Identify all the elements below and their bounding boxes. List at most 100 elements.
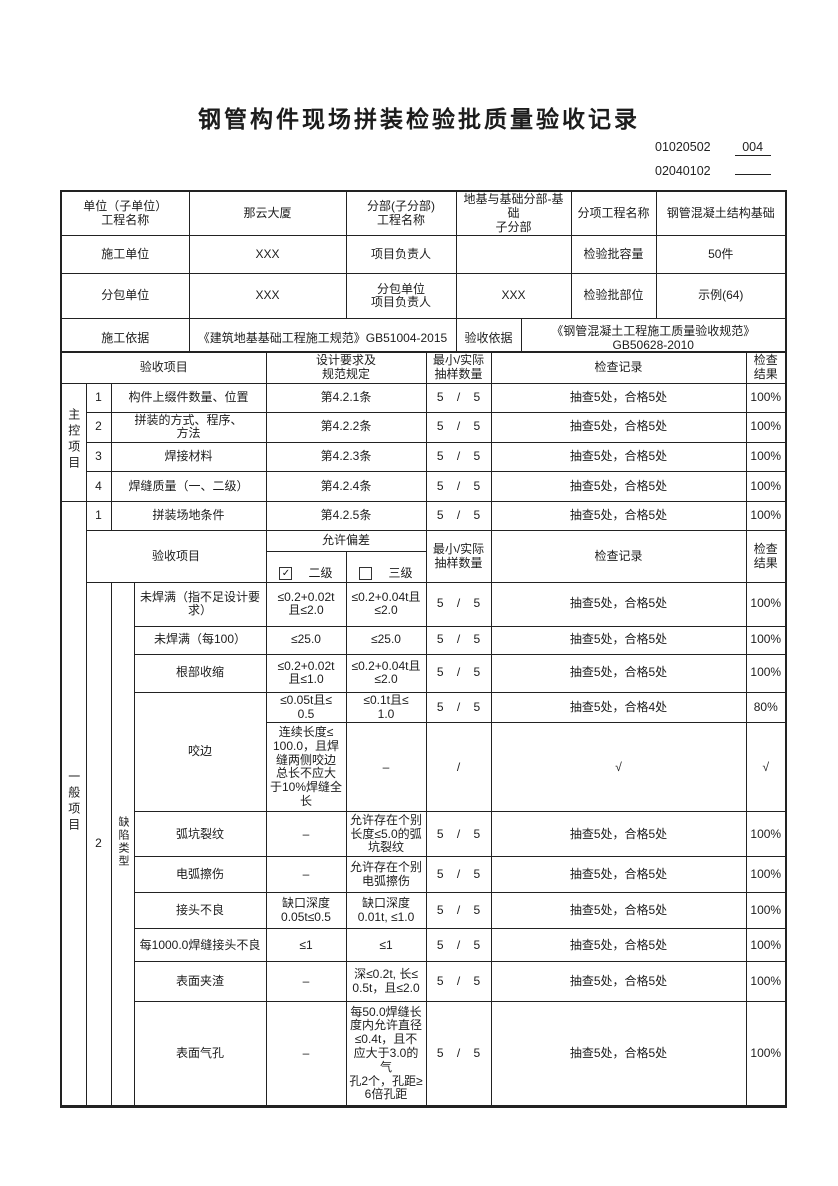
master-section-cell: 主控项目 [60, 382, 87, 503]
batch-location-value: 示例(64) [655, 273, 787, 320]
construction-unit-label: 施工单位 [60, 235, 190, 275]
header-check-result: 检查 结果 [745, 351, 787, 384]
check-result: 100% [745, 1001, 787, 1108]
defect-row: 2 缺陷类型 未焊满（指不足设计要 求） ≤0.2+0.02t 且≤2.0 ≤0… [61, 581, 787, 1108]
check-result: 100% [745, 581, 787, 627]
check-record: 抽查5处，合格5处 [490, 625, 747, 655]
project-info-table: 单位（子单位） 工程名称 那云大厦 分部(子分部) 工程名称 地基与基础分部-基… [60, 190, 787, 360]
deviation-grade3: 允许存在个别 电弧擦伤 [345, 856, 427, 894]
deviation-grade3: 深≤0.2t, 长≤ 0.5t，且≤2.0 [345, 961, 427, 1003]
acceptance-table: 验收项目 设计要求及 规范规定 最小/实际 抽样数量 检查记录 检查 结果 主控… [60, 351, 787, 1109]
check-result: √ [745, 722, 787, 813]
req-clause: 第4.2.4条 [265, 471, 427, 503]
sample-quantity: 5 / 5 [425, 625, 492, 655]
check-result: 100% [745, 471, 787, 503]
item-name: 电弧擦伤 [133, 856, 267, 894]
checkbox-unchecked-icon[interactable] [359, 567, 373, 581]
sample-quantity: 5 / 5 [425, 471, 492, 503]
subheader-acceptance-item: 验收项目 [85, 530, 267, 583]
check-record: 抽查5处，合格5处 [490, 501, 747, 532]
general-section-label: 一般项目 [66, 769, 81, 834]
defect-row: 接头不良 缺口深度 0.05t≤0.5 缺口深度 0.01t, ≤1.0 5 /… [61, 892, 787, 930]
deviation-grade2: ≤1 [265, 928, 347, 963]
subcontract-unit-value: XXX [188, 273, 347, 320]
deviation-grade3: ≤0.1t且≤ 1.0 [345, 691, 427, 724]
subheader-check-result: 检查 结果 [745, 530, 787, 583]
check-result: 100% [745, 856, 787, 894]
sample-quantity: 5 / 5 [425, 811, 492, 858]
deviation-grade2: ≤25.0 [265, 625, 347, 655]
unit-project-name-label: 单位（子单位） 工程名称 [60, 190, 190, 237]
row-number: 4 [85, 471, 112, 503]
item-name: 拼装的方式、程序、 方法 [110, 411, 267, 444]
defect-row: 咬边 ≤0.05t且≤ 0.5 ≤0.1t且≤ 1.0 5 / 5 抽查5处，合… [61, 691, 787, 813]
check-result: 100% [745, 382, 787, 413]
deviation-grade2: ≤0.2+0.02t 且≤1.0 [265, 653, 347, 693]
header-sample-quantity: 最小/实际 抽样数量 [425, 351, 492, 384]
subcontract-leader-label: 分包单位 项目负责人 [345, 273, 457, 320]
subitem-project-label: 分项工程名称 [570, 190, 657, 237]
code-line-1: 01020502 004 [655, 140, 771, 156]
sample-quantity: 5 / 5 [425, 411, 492, 444]
sample-quantity: 5 / 5 [425, 691, 492, 724]
check-result: 100% [745, 811, 787, 858]
check-record: 抽查5处，合格5处 [490, 1001, 747, 1108]
deviation-grade3: 缺口深度 0.01t, ≤1.0 [345, 892, 427, 930]
info-row-unit: 单位（子单位） 工程名称 那云大厦 分部(子分部) 工程名称 地基与基础分部-基… [60, 190, 787, 237]
general-section-cell: 一般项目 [60, 501, 87, 1108]
defect-row: 根部收缩 ≤0.2+0.02t 且≤1.0 ≤0.2+0.04t且 ≤2.0 5… [61, 653, 787, 693]
check-result: 100% [745, 928, 787, 963]
unit-project-name-value: 那云大厦 [188, 190, 347, 237]
defect-row: 未焊满（每100） ≤25.0 ≤25.0 5 / 5 抽查5处，合格5处 10… [61, 625, 787, 655]
deviation-grade3: ≤1 [345, 928, 427, 963]
check-record: 抽查5处，合格5处 [490, 442, 747, 473]
item-name: 咬边 [133, 691, 267, 813]
grade-selector-row: ✓ 二级 三级 [61, 551, 786, 583]
subheader-allowed-deviation: 允许偏差 [265, 530, 427, 553]
check-result: 100% [745, 442, 787, 473]
grade-3-label: 三级 [388, 565, 413, 580]
item-name: 未焊满（每100） [133, 625, 267, 655]
req-clause: 第4.2.1条 [265, 382, 427, 413]
deviation-grade2: 缺口深度 0.05t≤0.5 [265, 892, 347, 930]
defect-row: 表面气孔 – 每50.0焊缝长 度内允许直径 ≤0.4t，且不 应大于3.0的气… [61, 1001, 787, 1108]
sample-quantity: 5 / 5 [425, 382, 492, 413]
sample-quantity: 5 / 5 [425, 1001, 492, 1108]
check-record: 抽查5处，合格5处 [490, 411, 747, 444]
checkbox-checked-icon[interactable]: ✓ [279, 567, 293, 581]
item-name: 构件上缀件数量、位置 [110, 382, 267, 413]
sample-quantity: 5 / 5 [425, 961, 492, 1003]
sample-quantity: 5 / 5 [425, 581, 492, 627]
page-title: 钢管构件现场拼装检验批质量验收记录 [198, 106, 640, 132]
item-name: 接头不良 [133, 892, 267, 930]
main-header-row: 验收项目 设计要求及 规范规定 最小/实际 抽样数量 检查记录 检查 结果 [60, 351, 787, 384]
master-section-label: 主控项目 [66, 408, 81, 473]
item-name: 根部收缩 [133, 653, 267, 693]
check-record: 抽查5处，合格5处 [490, 653, 747, 693]
check-result: 100% [745, 501, 787, 532]
subheader-sample-quantity: 最小/实际 抽样数量 [425, 530, 492, 583]
check-record: 抽查5处，合格5处 [490, 581, 747, 627]
sample-quantity: 5 / 5 [425, 928, 492, 963]
sub-header-row: 验收项目 允许偏差 最小/实际 抽样数量 检查记录 检查 结果 [61, 530, 787, 583]
defect-type-cell: 缺陷类型 [110, 581, 135, 1108]
defect-group-number: 2 [85, 581, 112, 1108]
defect-type-label: 缺陷类型 [117, 816, 129, 869]
check-record: 抽查5处，合格5处 [490, 928, 747, 963]
check-record: 抽查5处，合格5处 [490, 856, 747, 894]
batch-capacity-label: 检验批容量 [570, 235, 657, 275]
check-record: 抽查5处，合格5处 [490, 382, 747, 413]
sample-quantity: 5 / 5 [425, 442, 492, 473]
deviation-grade3: – [345, 722, 427, 813]
master-row: 4 焊缝质量（一、二级） 第4.2.4条 5 / 5 抽查5处，合格5处 100… [61, 471, 787, 503]
code-secondary: 02040102 [655, 164, 711, 178]
master-row: 3 焊接材料 第4.2.3条 5 / 5 抽查5处，合格5处 100% [61, 442, 787, 473]
grade-2-label: 二级 [308, 565, 333, 580]
project-leader-label: 项目负责人 [345, 235, 457, 275]
deviation-grade3: 每50.0焊缝长 度内允许直径 ≤0.4t，且不 应大于3.0的气 孔2个，孔距… [345, 1001, 427, 1108]
item-name: 每1000.0焊缝接头不良 [133, 928, 267, 963]
deviation-grade3: 允许存在个别 长度≤5.0的弧 坑裂纹 [345, 811, 427, 858]
check-result: 100% [745, 892, 787, 930]
header-design-requirement: 设计要求及 规范规定 [265, 351, 427, 384]
master-row: 主控项目 1 构件上缀件数量、位置 第4.2.1条 5 / 5 抽查5处，合格5… [60, 382, 787, 503]
